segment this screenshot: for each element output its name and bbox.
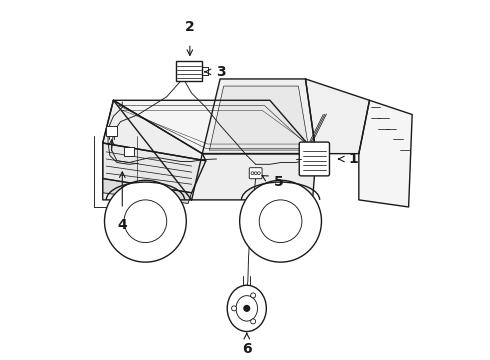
FancyBboxPatch shape bbox=[299, 142, 329, 176]
Text: 1: 1 bbox=[348, 152, 358, 166]
Polygon shape bbox=[103, 143, 206, 193]
Polygon shape bbox=[103, 100, 192, 200]
Ellipse shape bbox=[259, 200, 302, 243]
Text: 3: 3 bbox=[217, 65, 226, 79]
Bar bbox=[106, 126, 117, 136]
Text: 2: 2 bbox=[185, 21, 195, 35]
Polygon shape bbox=[113, 100, 316, 154]
Ellipse shape bbox=[236, 296, 258, 321]
Polygon shape bbox=[202, 79, 316, 154]
Polygon shape bbox=[103, 100, 206, 161]
Bar bbox=[124, 147, 134, 157]
Polygon shape bbox=[359, 100, 412, 207]
Circle shape bbox=[251, 293, 256, 298]
Polygon shape bbox=[192, 154, 316, 200]
Polygon shape bbox=[103, 179, 192, 203]
Circle shape bbox=[244, 306, 249, 311]
Text: 6: 6 bbox=[242, 342, 251, 356]
Polygon shape bbox=[305, 79, 369, 154]
Ellipse shape bbox=[124, 200, 167, 243]
FancyBboxPatch shape bbox=[249, 168, 262, 179]
Ellipse shape bbox=[104, 180, 186, 262]
Ellipse shape bbox=[227, 285, 267, 332]
Ellipse shape bbox=[240, 180, 321, 262]
Circle shape bbox=[232, 306, 237, 311]
Text: 5: 5 bbox=[273, 175, 283, 189]
Bar bbox=[175, 61, 202, 81]
Circle shape bbox=[251, 172, 254, 175]
Circle shape bbox=[251, 319, 256, 324]
Circle shape bbox=[254, 172, 257, 175]
Circle shape bbox=[257, 172, 260, 175]
Polygon shape bbox=[209, 86, 309, 150]
Text: 4: 4 bbox=[118, 218, 127, 232]
